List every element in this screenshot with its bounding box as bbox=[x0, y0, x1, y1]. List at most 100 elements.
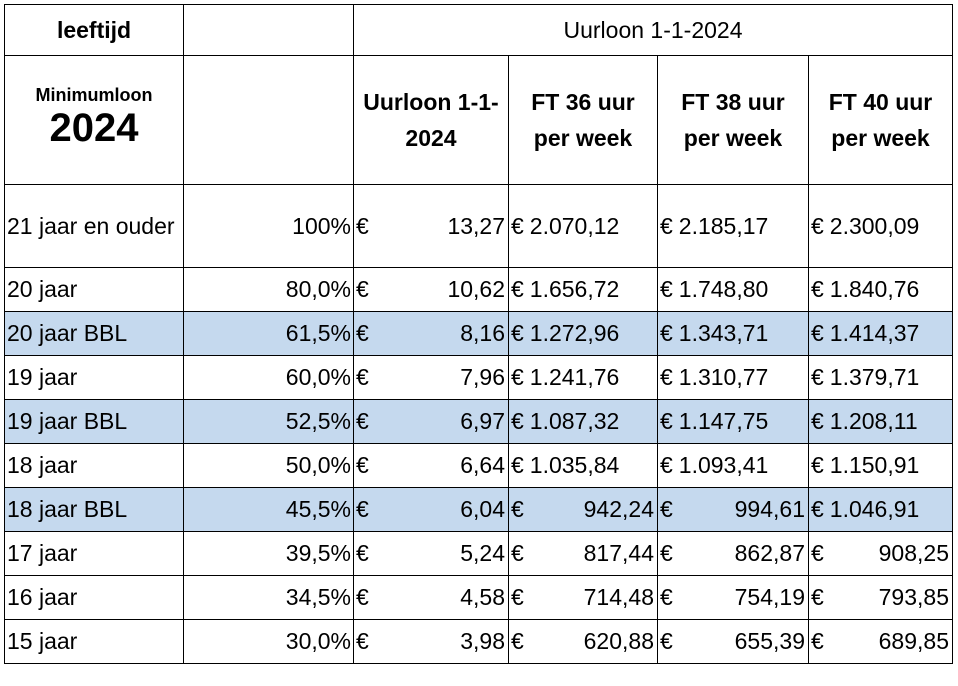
ft40-cell: €1.046,91 bbox=[808, 487, 953, 532]
currency-symbol: € bbox=[811, 212, 824, 239]
ft40-cell: €2.300,09 bbox=[808, 184, 953, 268]
ft36-cell: €1.035,84 bbox=[508, 443, 658, 488]
ft36-cell-value: 942,24 bbox=[583, 496, 654, 522]
currency-symbol: € bbox=[811, 540, 824, 566]
uurloon-cell: €10,62 bbox=[353, 267, 509, 312]
ft40-cell-value: 689,85 bbox=[878, 628, 949, 654]
uurloon-cell: €6,64 bbox=[353, 443, 509, 488]
age-cell: 20 jaar BBL bbox=[4, 311, 184, 356]
currency-symbol: € bbox=[511, 320, 524, 346]
currency-symbol: € bbox=[511, 496, 524, 522]
ft40-cell: €1.414,37 bbox=[808, 311, 953, 356]
currency-symbol: € bbox=[660, 408, 673, 434]
table-row: 18 jaar 50,0% €6,64 €1.035,84 €1.093,41 €1.15… bbox=[4, 443, 953, 488]
table-row: 19 jaar BBL 52,5% €6,97 €1.087,32 €1.147,75 €… bbox=[4, 399, 953, 444]
ft36-cell-value: 1.087,32 bbox=[529, 408, 620, 434]
uurloon-cell: €8,16 bbox=[353, 311, 509, 356]
ft38-cell: €2.185,17 bbox=[657, 184, 809, 268]
age-cell: 20 jaar bbox=[4, 267, 184, 312]
uurloon-cell: €6,04 bbox=[353, 487, 509, 532]
currency-symbol: € bbox=[660, 496, 673, 522]
ft38-cell: €1.147,75 bbox=[657, 399, 809, 444]
ft40-cell: €689,85 bbox=[808, 619, 953, 664]
ft40-cell: €1.208,11 bbox=[808, 399, 953, 444]
ft36-cell-value: 2.070,12 bbox=[529, 212, 620, 239]
currency-symbol: € bbox=[356, 408, 369, 434]
currency-symbol: € bbox=[660, 452, 673, 478]
currency-symbol: € bbox=[660, 212, 673, 239]
currency-symbol: € bbox=[660, 320, 673, 346]
percentage-cell: 34,5% bbox=[183, 575, 354, 620]
currency-symbol: € bbox=[356, 212, 369, 239]
col-ft38-header: FT 38 uur per week bbox=[657, 55, 809, 185]
uurloon-cell-value: 6,64 bbox=[460, 452, 505, 478]
uurloon-cell-value: 3,98 bbox=[460, 628, 505, 654]
percentage-cell: 52,5% bbox=[183, 399, 354, 444]
currency-symbol: € bbox=[811, 584, 824, 610]
uurloon-cell-value: 5,24 bbox=[460, 540, 505, 566]
ft40-cell-value: 793,85 bbox=[878, 584, 949, 610]
currency-symbol: € bbox=[356, 540, 369, 566]
ft36-cell-value: 817,44 bbox=[583, 540, 654, 566]
currency-symbol: € bbox=[511, 364, 524, 390]
currency-symbol: € bbox=[511, 452, 524, 478]
currency-symbol: € bbox=[511, 540, 524, 566]
currency-symbol: € bbox=[511, 212, 524, 239]
uurloon-cell: €7,96 bbox=[353, 355, 509, 400]
ft38-cell-value: 1.310,77 bbox=[678, 364, 769, 390]
ft36-cell: €942,24 bbox=[508, 487, 658, 532]
table-row: 18 jaar BBL 45,5% €6,04 €942,24 €994,61 €1.04… bbox=[4, 487, 953, 532]
ft40-cell: €1.150,91 bbox=[808, 443, 953, 488]
ft40-cell-value: 1.379,71 bbox=[829, 364, 920, 390]
minimumloon-header: Minimumloon 2024 bbox=[4, 55, 184, 185]
col-ft36-header: FT 36 uur per week bbox=[508, 55, 658, 185]
ft38-cell: €994,61 bbox=[657, 487, 809, 532]
currency-symbol: € bbox=[511, 584, 524, 610]
percentage-cell: 80,0% bbox=[183, 267, 354, 312]
ft38-cell: €754,19 bbox=[657, 575, 809, 620]
uurloon-cell: €5,24 bbox=[353, 531, 509, 576]
ft36-cell-value: 1.035,84 bbox=[529, 452, 620, 478]
uurloon-cell: €3,98 bbox=[353, 619, 509, 664]
ft38-cell-value: 994,61 bbox=[734, 496, 805, 522]
currency-symbol: € bbox=[811, 276, 824, 302]
ft36-cell-value: 1.272,96 bbox=[529, 320, 620, 346]
ft38-cell-value: 1.748,80 bbox=[678, 276, 769, 302]
currency-symbol: € bbox=[511, 276, 524, 302]
age-cell: 18 jaar BBL bbox=[4, 487, 184, 532]
table-row: 21 jaar en ouder 100% €13,27 €2.070,12 €2.18… bbox=[4, 184, 953, 268]
table-row: 17 jaar 39,5% €5,24 €817,44 €862,87 €908,25 bbox=[4, 531, 953, 576]
empty-header-cell-2 bbox=[183, 55, 354, 185]
ft40-cell-value: 1.150,91 bbox=[829, 452, 920, 478]
uurloon-cell-value: 10,62 bbox=[447, 276, 505, 302]
currency-symbol: € bbox=[811, 320, 824, 346]
age-cell: 21 jaar en ouder bbox=[4, 184, 184, 268]
ft36-cell-value: 1.241,76 bbox=[529, 364, 620, 390]
currency-symbol: € bbox=[660, 364, 673, 390]
uurloon-cell-value: 13,27 bbox=[447, 212, 505, 239]
ft38-cell: €1.310,77 bbox=[657, 355, 809, 400]
currency-symbol: € bbox=[511, 408, 524, 434]
uurloon-group-header: Uurloon 1-1-2024 bbox=[353, 4, 953, 56]
ft38-cell-value: 754,19 bbox=[734, 584, 805, 610]
ft38-cell: €1.343,71 bbox=[657, 311, 809, 356]
col-uurloon-header: Uurloon 1-1-2024 bbox=[353, 55, 509, 185]
age-header: leeftijd bbox=[4, 4, 184, 56]
percentage-cell: 45,5% bbox=[183, 487, 354, 532]
percentage-cell: 50,0% bbox=[183, 443, 354, 488]
ft38-cell: €655,39 bbox=[657, 619, 809, 664]
uurloon-cell: €4,58 bbox=[353, 575, 509, 620]
age-cell: 19 jaar bbox=[4, 355, 184, 400]
empty-header-cell bbox=[183, 4, 354, 56]
currency-symbol: € bbox=[356, 364, 369, 390]
uurloon-cell-value: 6,04 bbox=[460, 496, 505, 522]
ft36-cell: €620,88 bbox=[508, 619, 658, 664]
ft40-cell: €793,85 bbox=[808, 575, 953, 620]
ft40-cell: €1.840,76 bbox=[808, 267, 953, 312]
ft38-cell-value: 1.147,75 bbox=[678, 408, 769, 434]
minimumloon-label: Minimumloon bbox=[35, 84, 153, 105]
ft40-cell-value: 1.840,76 bbox=[829, 276, 920, 302]
ft40-cell-value: 1.046,91 bbox=[829, 496, 920, 522]
percentage-cell: 60,0% bbox=[183, 355, 354, 400]
ft36-cell: €2.070,12 bbox=[508, 184, 658, 268]
